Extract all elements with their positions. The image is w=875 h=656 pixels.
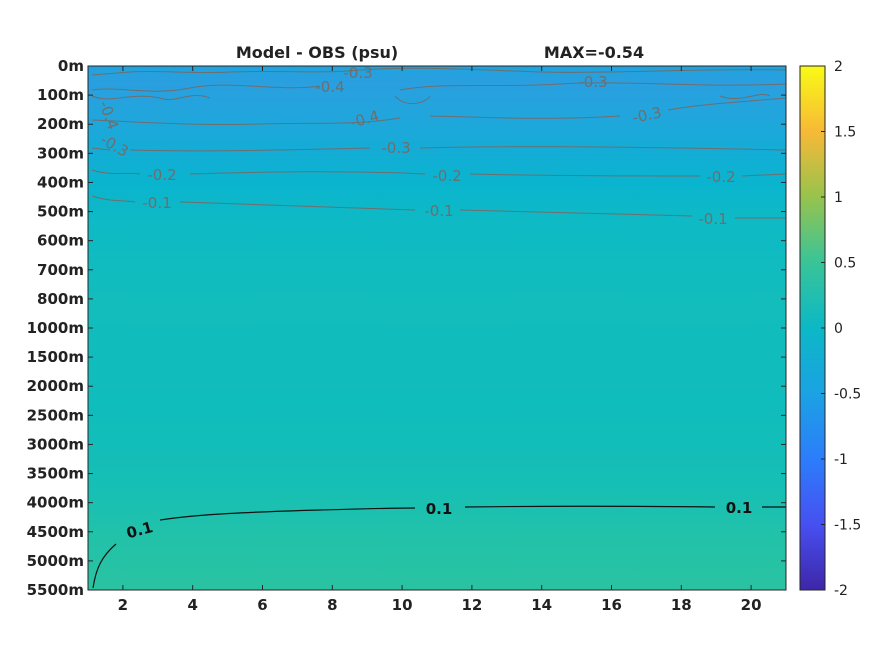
x-tick-label: 10 [392, 596, 413, 614]
y-tick-label: 200m [37, 115, 84, 133]
y-tick-label: 600m [37, 232, 84, 250]
x-tick-label: 12 [461, 596, 482, 614]
x-tick-label: 2 [118, 596, 128, 614]
contour-label: -0.3 [381, 139, 410, 157]
contour-label: -0.4 [315, 78, 344, 96]
contour-label: -0.3 [578, 73, 607, 91]
x-tick-label: 18 [671, 596, 692, 614]
x-tick-label: 4 [187, 596, 197, 614]
contour-label: -0.2 [432, 167, 461, 185]
y-tick-label: 400m [37, 173, 84, 191]
y-tick-label: 1000m [27, 319, 84, 337]
chart-title: Model - OBS (psu) [236, 43, 398, 62]
y-tick-label: 100m [37, 86, 84, 104]
x-tick-label: 16 [601, 596, 622, 614]
colorbar-tick-label: 2 [834, 59, 843, 75]
contour-label: 0.1 [726, 499, 753, 517]
y-tick-label: 2000m [27, 377, 84, 395]
colorbar-tick-label: -1 [834, 452, 848, 468]
contour-label: -0.3 [343, 64, 372, 82]
x-tick-label: 6 [257, 596, 267, 614]
y-tick-label: 2500m [27, 406, 84, 424]
contour-label: -0.1 [142, 194, 171, 212]
contour-label: -0.3 [631, 103, 663, 127]
x-tick-label: 14 [531, 596, 552, 614]
y-tick-label: 1500m [27, 348, 84, 366]
y-tick-label: 800m [37, 290, 84, 308]
contour-label: -0.2 [147, 166, 176, 184]
contour-label: -0.1 [424, 202, 453, 220]
y-tick-label: 4000m [27, 494, 84, 512]
colorbar-tick-label: 1 [834, 190, 843, 206]
colorbar-tick-label: 0 [834, 321, 843, 337]
contour-label: -0.1 [698, 210, 727, 228]
y-tick-label: 500m [37, 203, 84, 221]
contour-label: 0.1 [426, 500, 453, 518]
y-tick-label: 3000m [27, 435, 84, 453]
y-tick-label: 0m [58, 57, 84, 75]
y-tick-label: 5500m [27, 581, 84, 599]
colorbar-axis: 2 1.5 1 0.5 0 -0.5 -1 -1.5 -2 [821, 59, 861, 599]
y-tick-label: 300m [37, 144, 84, 162]
y-tick-label: 4500m [27, 523, 84, 541]
y-tick-label: 700m [37, 261, 84, 279]
heatmap-field [88, 66, 786, 590]
y-tick-label: 5000m [27, 552, 84, 570]
colorbar-tick-label: -0.5 [834, 387, 861, 403]
x-axis: 2 4 6 8 10 12 14 16 18 20 [118, 66, 762, 614]
max-value-label: MAX=-0.54 [544, 43, 644, 62]
x-tick-label: 8 [327, 596, 337, 614]
y-axis: 0m 100m 200m 300m 400m 500m 600m 700m 800m 1000m 1… [27, 57, 786, 599]
contour-label: -0.2 [706, 168, 735, 186]
colorbar-tick-label: -2 [834, 583, 848, 599]
colorbar-tick-label: 0.5 [834, 256, 856, 272]
y-tick-label: 3500m [27, 465, 84, 483]
contour-labels: -0.3 -0.4 -0.3 -0.4 -0.4 -0.3 -0.3 -0.3 … [95, 64, 752, 542]
x-tick-label: 20 [741, 596, 762, 614]
colorbar-tick-label: -1.5 [834, 518, 861, 534]
contour-lines [91, 67, 787, 589]
colorbar-tick-label: 1.5 [834, 125, 856, 141]
